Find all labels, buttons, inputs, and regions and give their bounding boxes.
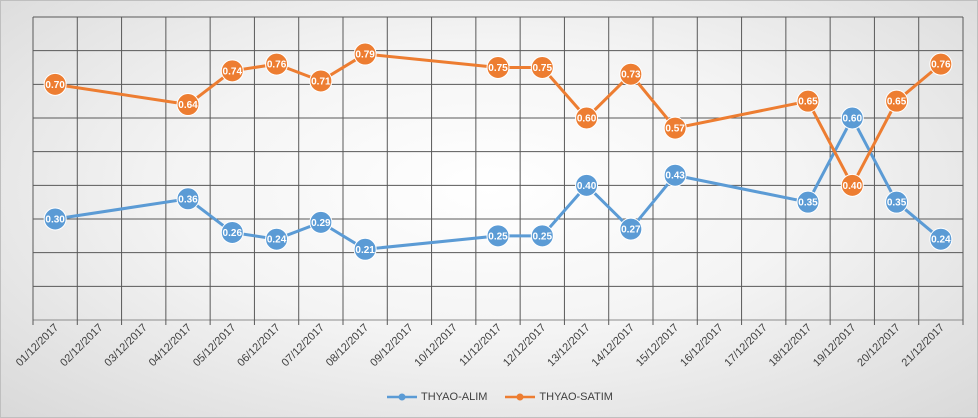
x-tick-label: 08/12/2017 [324, 322, 371, 369]
data-point [265, 227, 289, 251]
data-point [486, 224, 510, 248]
data-point [220, 59, 244, 83]
data-point [840, 106, 864, 130]
data-point [43, 207, 67, 231]
legend-item-alim[interactable]: THYAO-ALIM [387, 391, 487, 403]
x-tick-label: 03/12/2017 [102, 322, 149, 369]
data-point [309, 210, 333, 234]
legend-swatch-alim-icon [387, 393, 417, 401]
data-label: 0.40 [843, 181, 863, 192]
data-point [353, 237, 377, 261]
x-tick-label: 10/12/2017 [412, 322, 459, 369]
data-point [530, 224, 554, 248]
data-label: 0.60 [577, 114, 597, 125]
data-label: 0.65 [798, 97, 818, 108]
data-point [353, 42, 377, 66]
legend: THYAO-ALIM THYAO-SATIM [387, 391, 613, 403]
data-point [796, 190, 820, 214]
data-point [796, 89, 820, 113]
data-point [43, 72, 67, 96]
x-tick-label: 05/12/2017 [191, 322, 238, 369]
x-tick-label: 20/12/2017 [855, 322, 902, 369]
data-point [619, 62, 643, 86]
data-label: 0.76 [267, 60, 287, 71]
data-point [663, 163, 687, 187]
data-label: 0.29 [311, 218, 331, 229]
data-point [885, 190, 909, 214]
data-point [840, 173, 864, 197]
data-label: 0.35 [798, 198, 818, 209]
data-point [530, 56, 554, 79]
data-label: 0.73 [621, 70, 641, 81]
data-point [265, 52, 289, 76]
legend-label-alim: THYAO-ALIM [421, 391, 488, 403]
data-point [929, 52, 953, 76]
x-tick-label: 06/12/2017 [235, 322, 282, 369]
data-point [176, 93, 200, 117]
x-tick-label: 16/12/2017 [678, 322, 725, 369]
x-tick-label: 09/12/2017 [368, 322, 415, 369]
x-tick-label: 01/12/2017 [14, 322, 61, 369]
legend-item-satim[interactable]: THYAO-SATIM [505, 391, 613, 403]
data-label: 0.35 [887, 198, 907, 209]
data-point [309, 69, 333, 93]
x-tick-label: 04/12/2017 [147, 322, 194, 369]
data-label: 0.76 [931, 60, 951, 71]
data-label: 0.26 [223, 228, 243, 239]
x-tick-label: 11/12/2017 [457, 322, 504, 369]
x-tick-label: 21/12/2017 [900, 322, 947, 369]
x-tick-label: 18/12/2017 [767, 322, 814, 369]
legend-label-satim: THYAO-SATIM [539, 391, 613, 403]
line-chart: 01/12/201702/12/201703/12/201704/12/2017… [14, 16, 964, 369]
data-label: 0.64 [178, 100, 198, 111]
data-label: 0.30 [45, 215, 65, 226]
data-label: 0.36 [178, 194, 198, 205]
legend-swatch-satim-icon [505, 393, 536, 401]
data-point [885, 89, 909, 113]
data-point [176, 187, 200, 211]
data-label: 0.75 [533, 63, 553, 74]
data-point [929, 227, 953, 251]
data-label: 0.74 [223, 66, 243, 77]
data-label: 0.79 [355, 50, 375, 61]
data-label: 0.25 [488, 231, 508, 242]
x-tick-label: 02/12/2017 [58, 322, 105, 369]
data-label: 0.57 [665, 124, 685, 135]
data-label: 0.71 [311, 76, 331, 87]
x-tick-label: 13/12/2017 [545, 322, 592, 369]
data-label: 0.21 [355, 245, 375, 256]
data-point [663, 116, 687, 140]
data-label: 0.60 [843, 114, 863, 125]
data-point [575, 173, 599, 197]
data-point [486, 56, 510, 79]
data-label: 0.70 [45, 80, 65, 91]
data-label: 0.25 [533, 231, 553, 242]
data-label: 0.75 [488, 63, 508, 74]
data-point [575, 106, 599, 130]
x-tick-label: 12/12/2017 [501, 322, 548, 369]
data-label: 0.40 [577, 181, 597, 192]
data-label: 0.65 [887, 97, 907, 108]
x-tick-label: 07/12/2017 [280, 322, 327, 369]
x-tick-label: 15/12/2017 [634, 322, 681, 369]
data-label: 0.43 [665, 171, 685, 182]
data-label: 0.27 [621, 225, 641, 236]
data-label: 0.24 [931, 235, 951, 246]
data-label: 0.24 [267, 235, 287, 246]
data-point [619, 217, 643, 241]
data-point [220, 220, 244, 244]
x-tick-label: 14/12/2017 [590, 322, 637, 369]
x-tick-label: 17/12/2017 [722, 322, 769, 369]
x-tick-label: 19/12/2017 [811, 322, 858, 369]
